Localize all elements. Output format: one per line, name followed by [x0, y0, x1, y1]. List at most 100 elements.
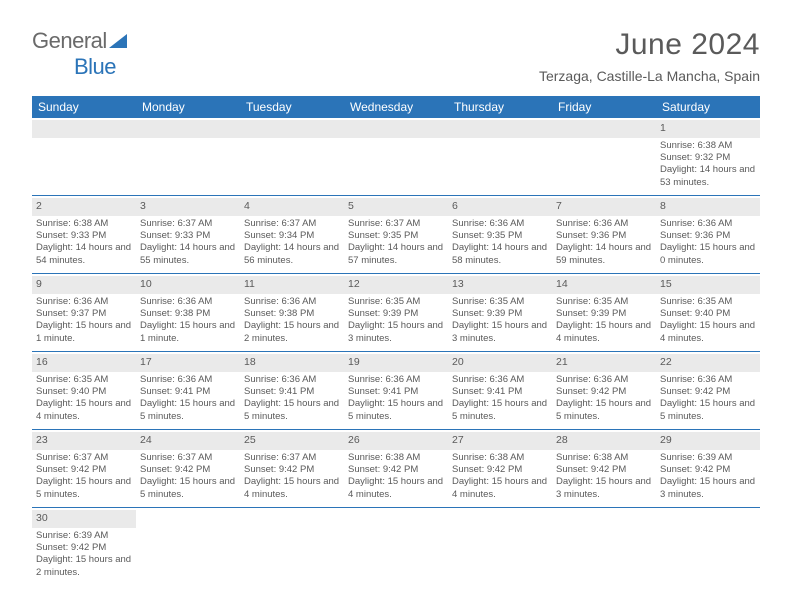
calendar-week: 30 Sunrise: 6:39 AMSunset: 9:42 PMDayligh… — [32, 508, 760, 586]
day-info: Sunrise: 6:36 AMSunset: 9:41 PMDaylight:… — [140, 374, 236, 423]
calendar-table: SundayMondayTuesdayWednesdayThursdayFrid… — [32, 96, 760, 585]
day-header: Saturday — [656, 96, 760, 118]
calendar-empty — [32, 118, 136, 196]
day-info: Sunrise: 6:35 AMSunset: 9:39 PMDaylight:… — [452, 296, 548, 345]
day-info: Sunrise: 6:37 AMSunset: 9:42 PMDaylight:… — [244, 452, 340, 501]
calendar-day: 8Sunrise: 6:36 AMSunset: 9:36 PMDaylight… — [656, 196, 760, 274]
calendar-empty — [136, 508, 240, 586]
calendar-body: 1Sunrise: 6:38 AMSunset: 9:32 PMDaylight… — [32, 118, 760, 585]
calendar-day: 30 Sunrise: 6:39 AMSunset: 9:42 PMDayligh… — [32, 508, 136, 586]
day-number: 26 — [344, 432, 448, 450]
calendar-day: 24 Sunrise: 6:37 AMSunset: 9:42 PMDayligh… — [136, 430, 240, 508]
day-info: Sunrise: 6:37 AMSunset: 9:33 PMDaylight:… — [140, 218, 236, 267]
day-info: Sunrise: 6:36 AMSunset: 9:36 PMDaylight:… — [660, 218, 756, 267]
day-info: Sunrise: 6:36 AMSunset: 9:42 PMDaylight:… — [660, 374, 756, 423]
logo: GeneralBlue — [32, 28, 127, 80]
day-info: Sunrise: 6:37 AMSunset: 9:35 PMDaylight:… — [348, 218, 444, 267]
calendar-day: 21 Sunrise: 6:36 AMSunset: 9:42 PMDayligh… — [552, 352, 656, 430]
calendar-day: 10Sunrise: 6:36 AMSunset: 9:38 PMDayligh… — [136, 274, 240, 352]
day-number: 25 — [240, 432, 344, 450]
calendar-day: 2Sunrise: 6:38 AMSunset: 9:33 PMDaylight… — [32, 196, 136, 274]
day-number: 4 — [240, 198, 344, 216]
day-number: 24 — [136, 432, 240, 450]
day-info: Sunrise: 6:35 AMSunset: 9:40 PMDaylight:… — [36, 374, 132, 423]
day-info: Sunrise: 6:39 AMSunset: 9:42 PMDaylight:… — [36, 530, 132, 579]
day-info: Sunrise: 6:37 AMSunset: 9:34 PMDaylight:… — [244, 218, 340, 267]
calendar-day: 7Sunrise: 6:36 AMSunset: 9:36 PMDaylight… — [552, 196, 656, 274]
day-info: Sunrise: 6:38 AMSunset: 9:42 PMDaylight:… — [556, 452, 652, 501]
calendar-day: 12 Sunrise: 6:35 AMSunset: 9:39 PMDayligh… — [344, 274, 448, 352]
calendar-empty — [448, 118, 552, 196]
day-info: Sunrise: 6:38 AMSunset: 9:42 PMDaylight:… — [452, 452, 548, 501]
day-header: Sunday — [32, 96, 136, 118]
day-info: Sunrise: 6:37 AMSunset: 9:42 PMDaylight:… — [140, 452, 236, 501]
day-number: 27 — [448, 432, 552, 450]
calendar-day: 1Sunrise: 6:38 AMSunset: 9:32 PMDaylight… — [656, 118, 760, 196]
month-title: June 2024 — [539, 28, 760, 62]
calendar-week: 1Sunrise: 6:38 AMSunset: 9:32 PMDaylight… — [32, 118, 760, 196]
day-info: Sunrise: 6:35 AMSunset: 9:39 PMDaylight:… — [556, 296, 652, 345]
day-info: Sunrise: 6:35 AMSunset: 9:40 PMDaylight:… — [660, 296, 756, 345]
day-number: 3 — [136, 198, 240, 216]
calendar-day: 28 Sunrise: 6:38 AMSunset: 9:42 PMDayligh… — [552, 430, 656, 508]
day-number: 29 — [656, 432, 760, 450]
calendar-day: 19 Sunrise: 6:36 AMSunset: 9:41 PMDayligh… — [344, 352, 448, 430]
calendar-day: 5 Sunrise: 6:37 AMSunset: 9:35 PMDaylight… — [344, 196, 448, 274]
calendar-day: 22 Sunrise: 6:36 AMSunset: 9:42 PMDayligh… — [656, 352, 760, 430]
calendar-empty — [136, 118, 240, 196]
day-info: Sunrise: 6:36 AMSunset: 9:41 PMDaylight:… — [244, 374, 340, 423]
calendar-week: 2Sunrise: 6:38 AMSunset: 9:33 PMDaylight… — [32, 196, 760, 274]
calendar-day: 18 Sunrise: 6:36 AMSunset: 9:41 PMDayligh… — [240, 352, 344, 430]
logo-text-blue: Blue — [74, 54, 116, 79]
day-number: 18 — [240, 354, 344, 372]
calendar-day: 9 Sunrise: 6:36 AMSunset: 9:37 PMDaylight… — [32, 274, 136, 352]
day-number: 5 — [344, 198, 448, 216]
header: GeneralBlue June 2024 Terzaga, Castille-… — [32, 28, 760, 84]
day-info: Sunrise: 6:37 AMSunset: 9:42 PMDaylight:… — [36, 452, 132, 501]
day-info: Sunrise: 6:36 AMSunset: 9:36 PMDaylight:… — [556, 218, 652, 267]
logo-text-general: General — [32, 28, 107, 53]
day-number: 12 — [344, 276, 448, 294]
day-number: 10 — [136, 276, 240, 294]
calendar-day: 26Sunrise: 6:38 AMSunset: 9:42 PMDayligh… — [344, 430, 448, 508]
calendar-day: 3 Sunrise: 6:37 AMSunset: 9:33 PMDaylight… — [136, 196, 240, 274]
day-number: 13 — [448, 276, 552, 294]
day-info: Sunrise: 6:36 AMSunset: 9:37 PMDaylight:… — [36, 296, 132, 345]
day-number: 2 — [32, 198, 136, 216]
day-number: 15 — [656, 276, 760, 294]
calendar-day: 27 Sunrise: 6:38 AMSunset: 9:42 PMDayligh… — [448, 430, 552, 508]
day-info: Sunrise: 6:36 AMSunset: 9:42 PMDaylight:… — [556, 374, 652, 423]
day-number: 14 — [552, 276, 656, 294]
day-number: 17 — [136, 354, 240, 372]
day-info: Sunrise: 6:36 AMSunset: 9:41 PMDaylight:… — [348, 374, 444, 423]
calendar-empty — [240, 508, 344, 586]
day-number: 21 — [552, 354, 656, 372]
calendar-day: 14 Sunrise: 6:35 AMSunset: 9:39 PMDayligh… — [552, 274, 656, 352]
day-info: Sunrise: 6:39 AMSunset: 9:42 PMDaylight:… — [660, 452, 756, 501]
calendar-empty — [552, 118, 656, 196]
calendar-day: 15 Sunrise: 6:35 AMSunset: 9:40 PMDayligh… — [656, 274, 760, 352]
calendar-day: 29 Sunrise: 6:39 AMSunset: 9:42 PMDayligh… — [656, 430, 760, 508]
day-number: 6 — [448, 198, 552, 216]
day-number: 11 — [240, 276, 344, 294]
calendar-week: 9 Sunrise: 6:36 AMSunset: 9:37 PMDaylight… — [32, 274, 760, 352]
calendar-empty — [344, 118, 448, 196]
day-number: 9 — [32, 276, 136, 294]
day-number: 22 — [656, 354, 760, 372]
day-info: Sunrise: 6:35 AMSunset: 9:39 PMDaylight:… — [348, 296, 444, 345]
day-number: 28 — [552, 432, 656, 450]
day-number: 19 — [344, 354, 448, 372]
day-header: Monday — [136, 96, 240, 118]
day-header: Tuesday — [240, 96, 344, 118]
logo-triangle-icon — [109, 28, 127, 54]
calendar-empty — [656, 508, 760, 586]
day-number: 1 — [656, 120, 760, 138]
day-header: Thursday — [448, 96, 552, 118]
day-header-row: SundayMondayTuesdayWednesdayThursdayFrid… — [32, 96, 760, 118]
calendar-day: 11Sunrise: 6:36 AMSunset: 9:38 PMDayligh… — [240, 274, 344, 352]
day-info: Sunrise: 6:36 AMSunset: 9:35 PMDaylight:… — [452, 218, 548, 267]
day-header: Wednesday — [344, 96, 448, 118]
calendar-day: 20Sunrise: 6:36 AMSunset: 9:41 PMDayligh… — [448, 352, 552, 430]
day-number: 30 — [32, 510, 136, 528]
location: Terzaga, Castille-La Mancha, Spain — [539, 68, 760, 84]
